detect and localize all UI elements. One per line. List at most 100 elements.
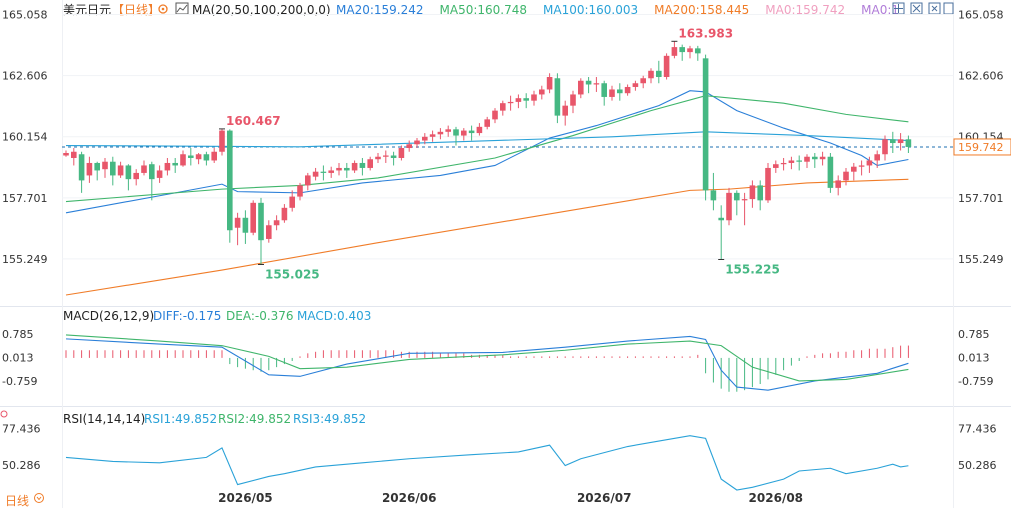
candle [414, 138, 420, 149]
candle [546, 73, 553, 94]
candle [492, 108, 498, 124]
period-tag[interactable]: 【日线】 [112, 3, 160, 17]
candle-body [125, 165, 132, 180]
candle-body [812, 156, 818, 160]
candle-body [117, 165, 124, 176]
rsi-collapse-icon[interactable] [0, 410, 8, 418]
candle [258, 197, 264, 265]
candle [663, 53, 670, 80]
candle-body [172, 162, 178, 166]
candle-body [897, 139, 904, 144]
candle-body [344, 167, 350, 171]
candle [539, 85, 545, 100]
price-tick-right: 157.701 [958, 192, 1004, 205]
candle-body [203, 154, 210, 161]
candle-body [359, 162, 366, 168]
ma-value-4: MA0:159.742 [765, 3, 845, 17]
candle [679, 44, 685, 61]
candle-body [500, 103, 506, 111]
candle [86, 156, 93, 183]
fullscreen-icon[interactable] [892, 2, 905, 15]
candle [437, 128, 444, 140]
gear-icon[interactable] [158, 4, 168, 14]
indicator-settings-icon[interactable] [175, 2, 189, 15]
price-tick-left: 160.154 [2, 131, 48, 144]
candle-body [351, 162, 358, 171]
chevron-down-icon[interactable] [34, 493, 44, 503]
candle [827, 153, 834, 193]
candle-body [383, 155, 389, 157]
x-tick-label: 2026/06 [382, 491, 436, 505]
candle-body [640, 78, 646, 84]
candle-body [156, 170, 163, 178]
candle-body [827, 156, 834, 188]
candle-body [882, 139, 888, 155]
candle [383, 150, 389, 163]
candle-body [866, 160, 873, 166]
ma-value-5: MA0:1 [861, 3, 899, 17]
candle-body [858, 165, 865, 167]
candle [250, 200, 256, 236]
candle [609, 85, 615, 101]
candle-body [211, 151, 217, 161]
macd-tick-right: 0.785 [958, 328, 990, 341]
candle [305, 172, 311, 191]
candle-body [328, 170, 334, 173]
candle-body [562, 105, 568, 116]
rsi-tick-right: 50.286 [958, 459, 997, 472]
candle-body [102, 161, 108, 170]
candle [133, 169, 139, 186]
rsi2-value: RSI2:49.852 [218, 412, 291, 426]
macd-tick-right: -0.759 [958, 375, 993, 388]
candle-body [905, 139, 912, 147]
candlesticks [63, 41, 912, 265]
candle-body [819, 156, 826, 160]
candle-body [726, 192, 732, 221]
candle [531, 90, 537, 106]
price-tick-right: 162.606 [958, 70, 1004, 83]
candle [632, 80, 639, 91]
candle-body [476, 126, 483, 134]
ma100-line [65, 131, 909, 148]
candle [890, 131, 896, 153]
rsi-tick-left: 77.436 [2, 422, 41, 435]
candle [461, 128, 467, 141]
candle-body [687, 48, 693, 53]
candle [757, 180, 763, 211]
macd-dea-value: DEA:-0.376 [226, 309, 294, 323]
close-icon[interactable] [928, 2, 941, 15]
candle [227, 129, 233, 243]
rsi-tick-right: 77.436 [958, 422, 997, 435]
candle-body [258, 202, 264, 241]
candle-body [671, 47, 678, 56]
candle [367, 156, 373, 171]
candle-body [297, 185, 303, 197]
candle [523, 93, 529, 109]
candle-body [86, 162, 93, 176]
candle [874, 150, 880, 168]
candle-body [765, 167, 771, 201]
candle [702, 54, 709, 201]
candle [570, 90, 576, 114]
candle-body [570, 94, 576, 106]
candle-body [149, 164, 155, 180]
candle [882, 135, 888, 161]
price-tick-left: 157.701 [2, 192, 48, 205]
candle-body [484, 119, 490, 127]
candle-body [250, 202, 256, 233]
candle [741, 192, 748, 226]
crosshair-icon[interactable] [910, 2, 923, 15]
candle [445, 125, 451, 137]
period-selector[interactable]: 日线 [5, 494, 29, 508]
candle-body [804, 156, 810, 162]
expand-icon[interactable] [943, 2, 954, 15]
candle-body [710, 190, 717, 201]
candle-body [375, 156, 381, 160]
ma-value-3: MA200:158.445 [654, 3, 749, 17]
candle-body [656, 70, 662, 78]
candle-body [110, 161, 116, 176]
candle-body [234, 217, 241, 228]
candle-body [78, 154, 85, 181]
candle-body [773, 164, 779, 168]
